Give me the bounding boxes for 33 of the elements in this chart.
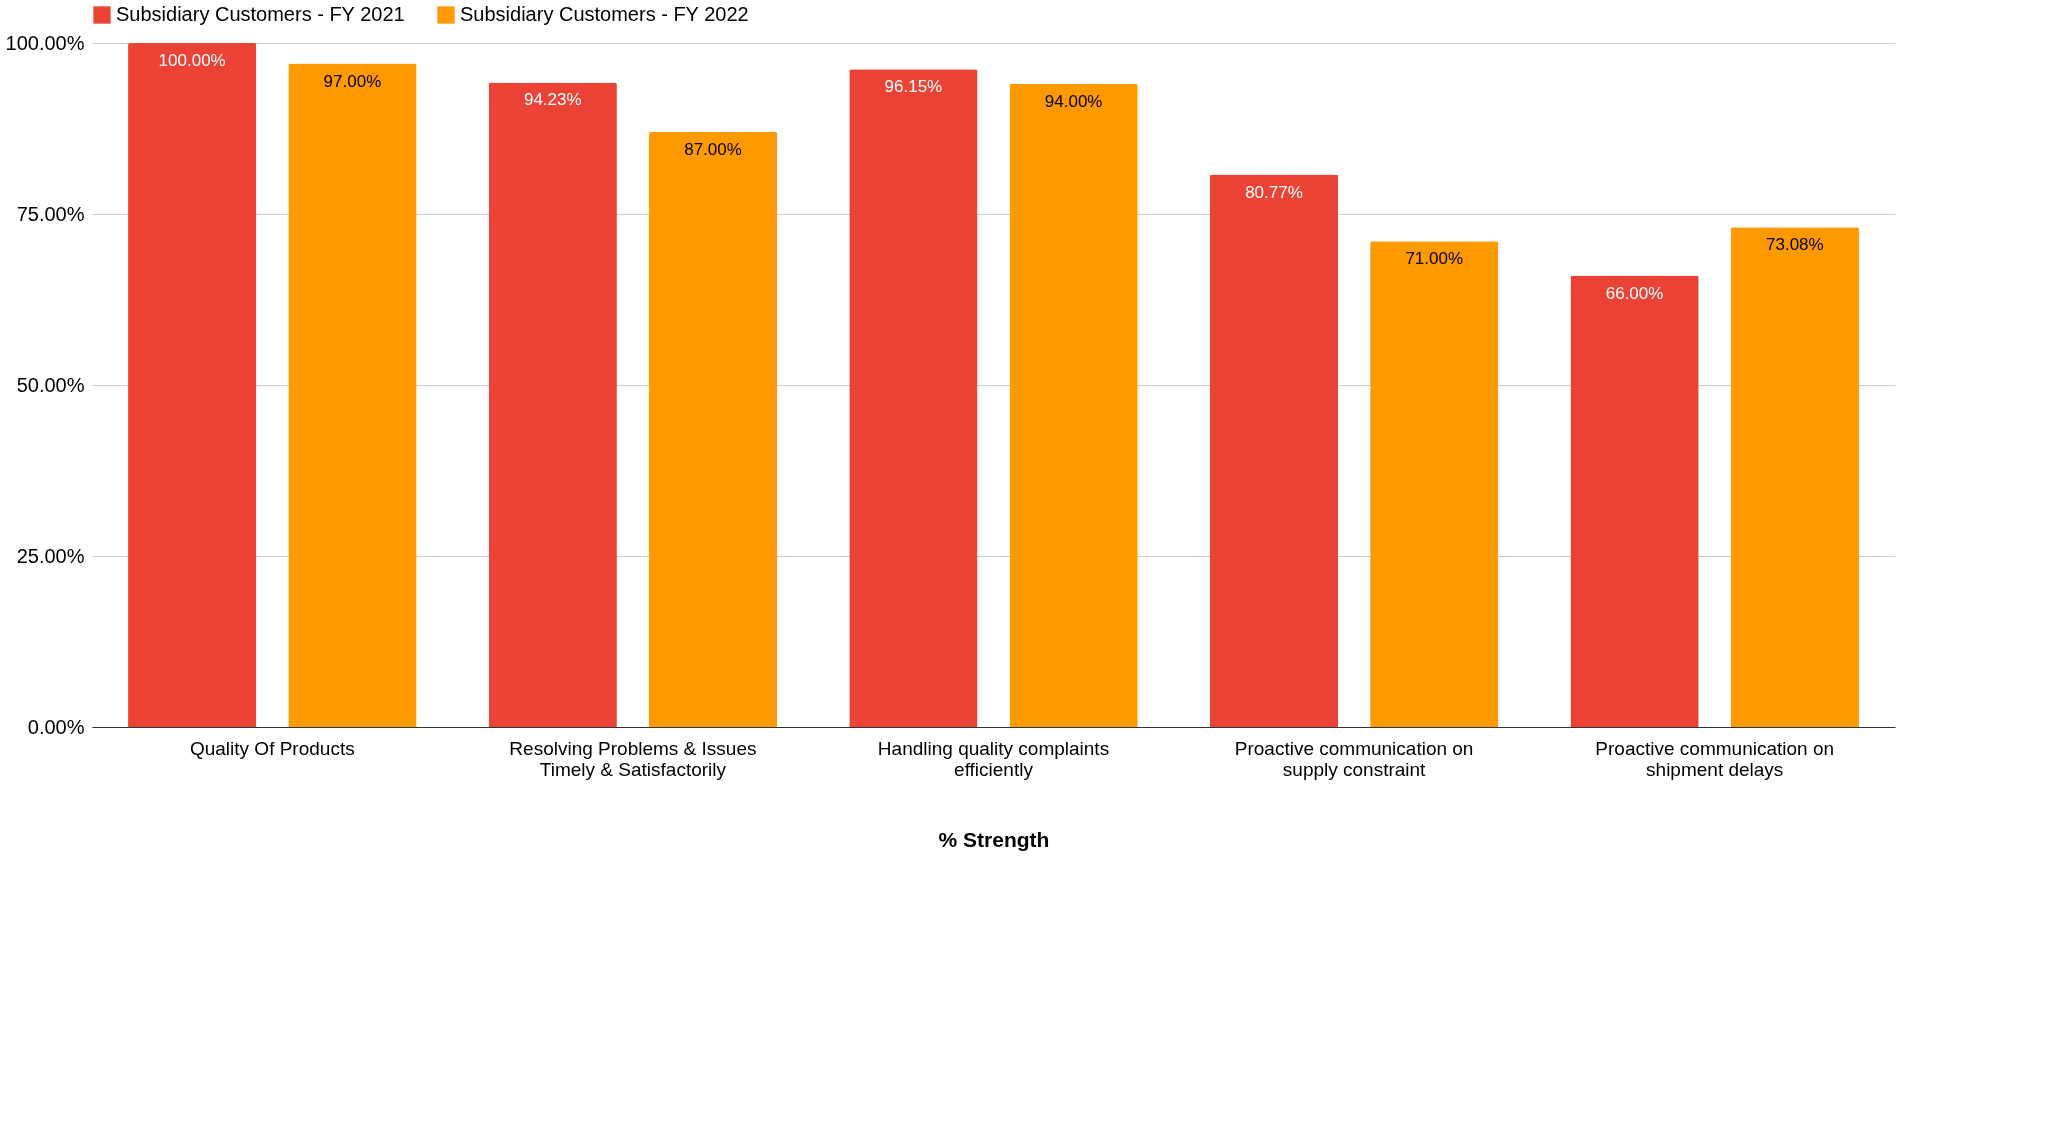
bar [648, 131, 778, 727]
x-tick-label: Quality Of Products [189, 737, 355, 759]
x-tick-label: Resolving Problems & Issues Timely & Satisfactorily [509, 737, 757, 780]
data-label: 80.77% [1245, 182, 1303, 202]
x-tick-label: Proactive communication on supply constraint [1234, 737, 1474, 780]
bar [1730, 227, 1859, 727]
y-tick-label: 0.00% [27, 715, 85, 738]
bar [488, 82, 617, 727]
y-tick-label: 50.00% [16, 373, 85, 396]
bar [1209, 174, 1339, 727]
bar [288, 63, 417, 727]
bar [849, 69, 978, 727]
bar [1009, 84, 1138, 727]
data-label: 66.00% [1605, 283, 1664, 303]
bar [1570, 275, 1699, 727]
y-tick-label: 100.00% [5, 31, 85, 54]
data-label: 87.00% [684, 139, 742, 159]
legend-label: Subsidiary Customers - FY 2021 [116, 3, 405, 25]
bar [1370, 241, 1499, 727]
x-tick-label: Handling quality complaints efficiently [877, 737, 1110, 780]
bar [128, 43, 257, 727]
y-tick-label: 75.00% [16, 202, 85, 225]
legend-label: Subsidiary Customers - FY 2022 [460, 3, 749, 25]
x-axis-title: % Strength [938, 827, 1050, 851]
data-label: 97.00% [323, 71, 382, 91]
data-label: 94.00% [1044, 92, 1103, 112]
data-label: 71.00% [1405, 249, 1464, 269]
y-tick-label: 25.00% [16, 544, 85, 567]
x-tick-label: Proactive communication on shipment delays [1595, 737, 1835, 780]
data-label: 73.08% [1766, 235, 1824, 255]
data-label: 94.23% [523, 90, 582, 110]
data-label: 96.15% [884, 77, 943, 97]
data-label: 100.00% [158, 51, 226, 70]
